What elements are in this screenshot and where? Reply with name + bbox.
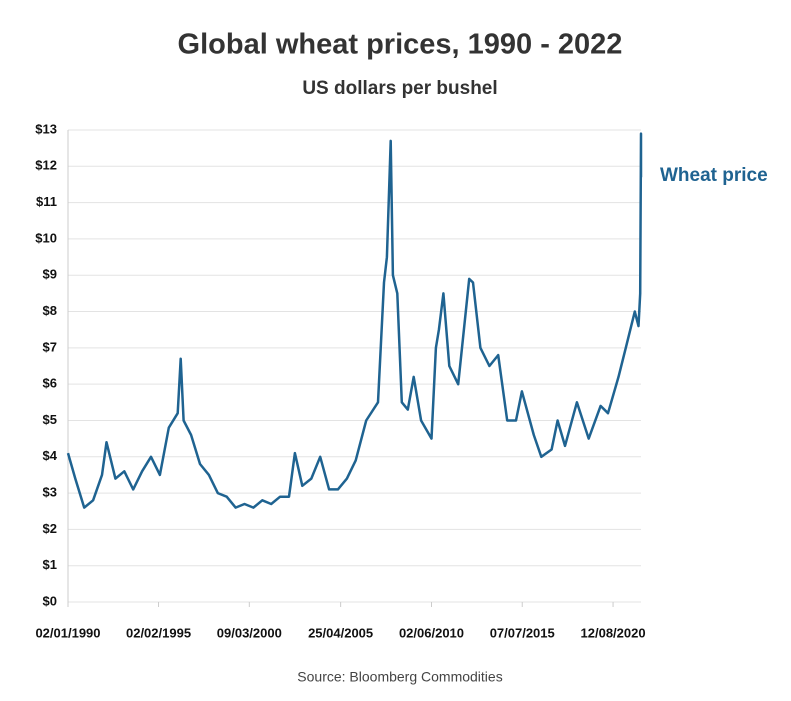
x-tick-label: 02/06/2010 — [399, 625, 464, 640]
y-tick-label: $10 — [35, 230, 57, 245]
x-tick-label: 25/04/2005 — [308, 625, 373, 640]
x-tick-label: 02/01/1990 — [35, 625, 100, 640]
y-tick-label: $12 — [35, 158, 57, 173]
y-tick-label: $1 — [43, 557, 57, 572]
source-note: Source: Bloomberg Commodities — [297, 669, 502, 685]
y-tick-label: $6 — [43, 376, 57, 391]
y-tick-label: $9 — [43, 267, 57, 282]
legend-label: Wheat price — [660, 165, 768, 186]
chart-subtitle: US dollars per bushel — [302, 78, 497, 99]
line-series — [66, 132, 643, 509]
y-tick-label: $2 — [43, 521, 57, 536]
y-tick-label: $5 — [43, 412, 57, 427]
y-tick-label: $7 — [43, 339, 57, 354]
y-tick-label: $0 — [43, 593, 57, 608]
x-tick-label: 07/07/2015 — [490, 625, 555, 640]
y-tick-label: $11 — [36, 194, 57, 209]
y-tick-label: $4 — [43, 448, 58, 463]
y-tick-label: $8 — [43, 303, 57, 318]
y-tick-label: $13 — [35, 121, 57, 136]
chart-title: Global wheat prices, 1990 - 2022 — [178, 29, 623, 61]
x-tick-label: 02/02/1995 — [126, 625, 191, 640]
x-tick-label: 12/08/2020 — [581, 625, 646, 640]
y-tick-label: $3 — [43, 485, 57, 500]
x-tick-label: 09/03/2000 — [217, 625, 282, 640]
